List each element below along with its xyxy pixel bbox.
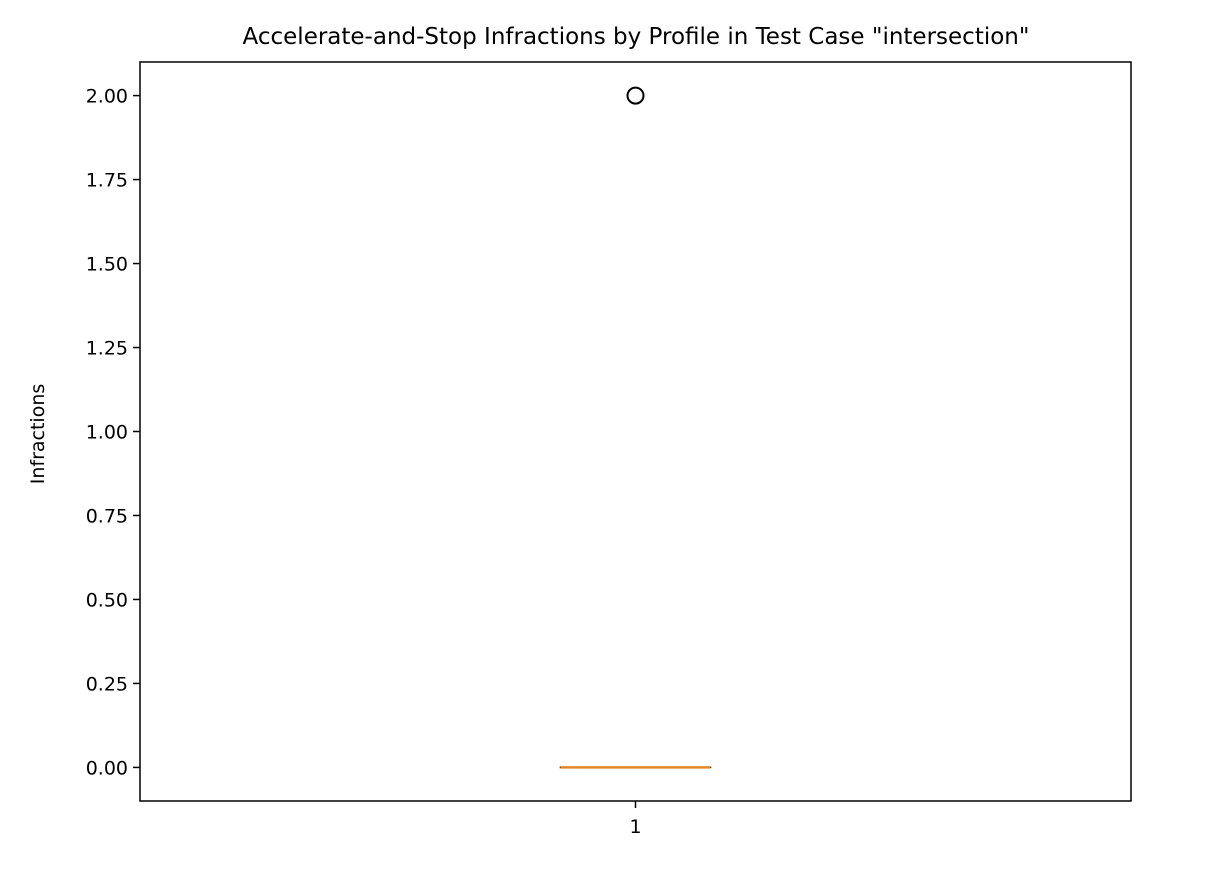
y-axis-ticks: 0.00 0.25 0.50 0.75 1.00 1.25 1.50 1.75 2.00 [86,86,140,780]
y-tick-label: 0.50 [86,589,128,611]
plot-area-frame [140,62,1131,801]
chart-title: Accelerate-and-Stop Infractions by Profi… [243,24,1030,50]
y-tick-label: 0.25 [86,673,128,695]
y-tick-label: 2.00 [86,86,128,108]
box-series [561,88,711,768]
y-tick-label: 0.75 [86,505,128,527]
y-tick-label: 1.50 [86,254,128,276]
y-tick-label: 1.00 [86,422,128,444]
x-tick-label: 1 [629,816,641,838]
y-tick-label: 1.25 [86,338,128,360]
x-axis-ticks: 1 [629,801,641,838]
y-axis-label: Infractions [27,384,49,485]
outlier-point [628,88,644,104]
y-tick-label: 0.00 [86,757,128,779]
y-tick-label: 1.75 [86,170,128,192]
